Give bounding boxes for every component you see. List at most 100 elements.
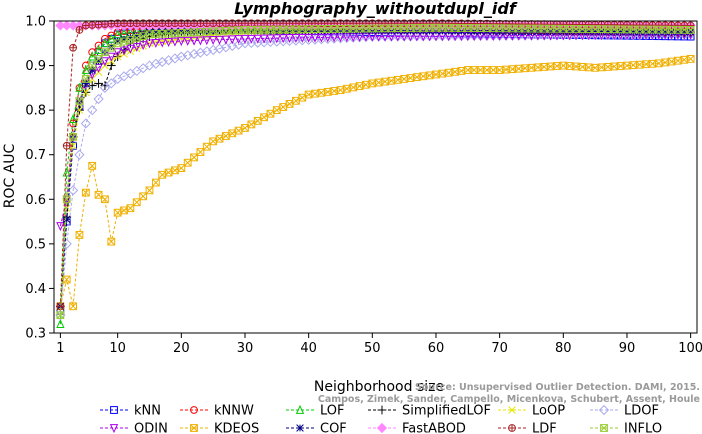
legend-label: COF (320, 422, 347, 434)
data-point (285, 100, 294, 108)
data-point (56, 319, 65, 328)
data-point (158, 170, 167, 179)
legend-item-loop: LoOP (498, 404, 565, 419)
data-point (457, 67, 466, 75)
data-point (81, 75, 90, 83)
y-tick-label: 0.6 (25, 193, 46, 208)
data-point (292, 96, 300, 105)
series-line (59, 33, 691, 316)
data-point (62, 141, 71, 150)
series-inflo (56, 23, 695, 320)
data-point (151, 178, 160, 187)
data-point (221, 132, 230, 140)
data-point (234, 126, 243, 135)
legend-item-cof: COF (286, 422, 347, 434)
data-point (177, 164, 186, 172)
data-point (107, 52, 116, 62)
legend: kNN kNNW LOF SimplifiedLOF LoOP LDOF ODIN KDEOS… (100, 404, 662, 434)
data-point (183, 36, 192, 46)
data-point (107, 33, 116, 43)
data-point (69, 119, 77, 128)
y-tick-label: 0.7 (25, 148, 46, 163)
legend-label: ODIN (134, 422, 168, 434)
data-point (648, 59, 657, 68)
data-point (62, 167, 71, 177)
data-point (220, 42, 231, 53)
data-point (228, 26, 237, 35)
data-point (215, 134, 224, 143)
data-point (190, 153, 198, 162)
y-tick-label: 0.8 (25, 104, 46, 119)
data-point (106, 61, 116, 70)
data-point (470, 66, 479, 74)
data-point (67, 185, 79, 196)
data-point (533, 24, 542, 33)
data-point (94, 54, 103, 63)
legend-item-kdeos: KDEOS (180, 422, 259, 434)
legend-label: FastABOD (402, 422, 466, 434)
data-point (279, 34, 288, 44)
legend-label: KDEOS (214, 422, 259, 434)
data-point (419, 72, 428, 81)
data-point (139, 192, 148, 201)
data-point (329, 33, 339, 43)
data-point (62, 275, 71, 284)
data-point (514, 64, 523, 73)
data-point (69, 302, 77, 311)
data-point (87, 105, 98, 116)
y-tick-label: 0.4 (25, 282, 46, 297)
data-point (209, 137, 218, 146)
x-tick-label: 50 (364, 341, 381, 356)
data-point (68, 113, 78, 123)
data-point (196, 36, 205, 46)
series-odin (56, 30, 695, 232)
x-tick-label: 80 (555, 341, 572, 356)
legend-marker (377, 405, 387, 415)
legend-marker (190, 406, 198, 414)
data-point (451, 67, 459, 76)
legend-marker (110, 406, 118, 414)
data-point (113, 48, 122, 58)
series-line (59, 29, 691, 316)
legend-marker (376, 422, 388, 434)
source-watermark-line-2: Campos, Zimek, Sander, Campello, Micenko… (318, 394, 700, 405)
x-tick-label: 100 (678, 341, 702, 356)
data-point (241, 124, 249, 132)
data-point (80, 118, 91, 129)
data-point (228, 129, 237, 138)
data-point (629, 61, 638, 70)
data-point (177, 28, 186, 37)
legend-label: SimplifiedLOF (402, 404, 491, 419)
legend-marker (598, 404, 610, 416)
data-point (106, 78, 117, 89)
data-point (101, 20, 109, 29)
data-point (183, 158, 192, 167)
data-point (266, 34, 275, 44)
series-kdeos (56, 54, 695, 311)
data-point (151, 38, 161, 48)
data-point (266, 109, 275, 118)
data-point (100, 38, 110, 48)
data-point (298, 33, 307, 43)
data-point (82, 88, 90, 97)
legend-marker (295, 404, 305, 414)
data-point (69, 142, 77, 150)
x-tick-label: 60 (428, 341, 445, 356)
data-point (654, 59, 663, 68)
y-tick-label: 0.3 (25, 327, 46, 342)
data-point (279, 103, 288, 111)
data-point (126, 204, 135, 213)
data-point (533, 63, 542, 72)
plot-series (55, 19, 696, 328)
data-point (101, 34, 109, 43)
data-point (208, 44, 219, 56)
data-point (323, 33, 332, 43)
legend-label: LoOP (532, 404, 565, 419)
series-line (59, 33, 691, 227)
data-point (170, 37, 180, 47)
x-tick-label: 10 (109, 341, 126, 356)
data-point (81, 188, 90, 197)
data-point (661, 58, 670, 67)
series-line (59, 29, 691, 311)
data-point (623, 25, 631, 34)
